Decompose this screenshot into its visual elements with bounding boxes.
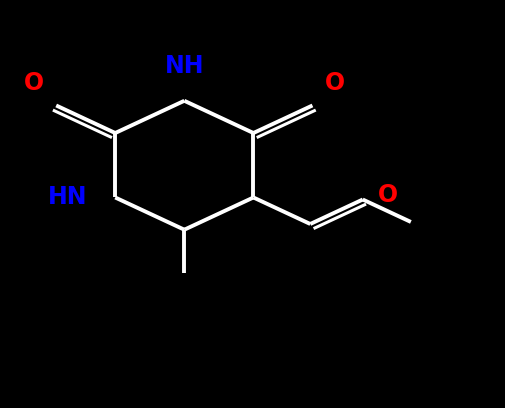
Text: NH: NH — [165, 54, 204, 78]
Text: O: O — [378, 184, 398, 207]
Text: O: O — [325, 71, 345, 95]
Text: O: O — [23, 71, 43, 95]
Text: HN: HN — [48, 186, 87, 209]
